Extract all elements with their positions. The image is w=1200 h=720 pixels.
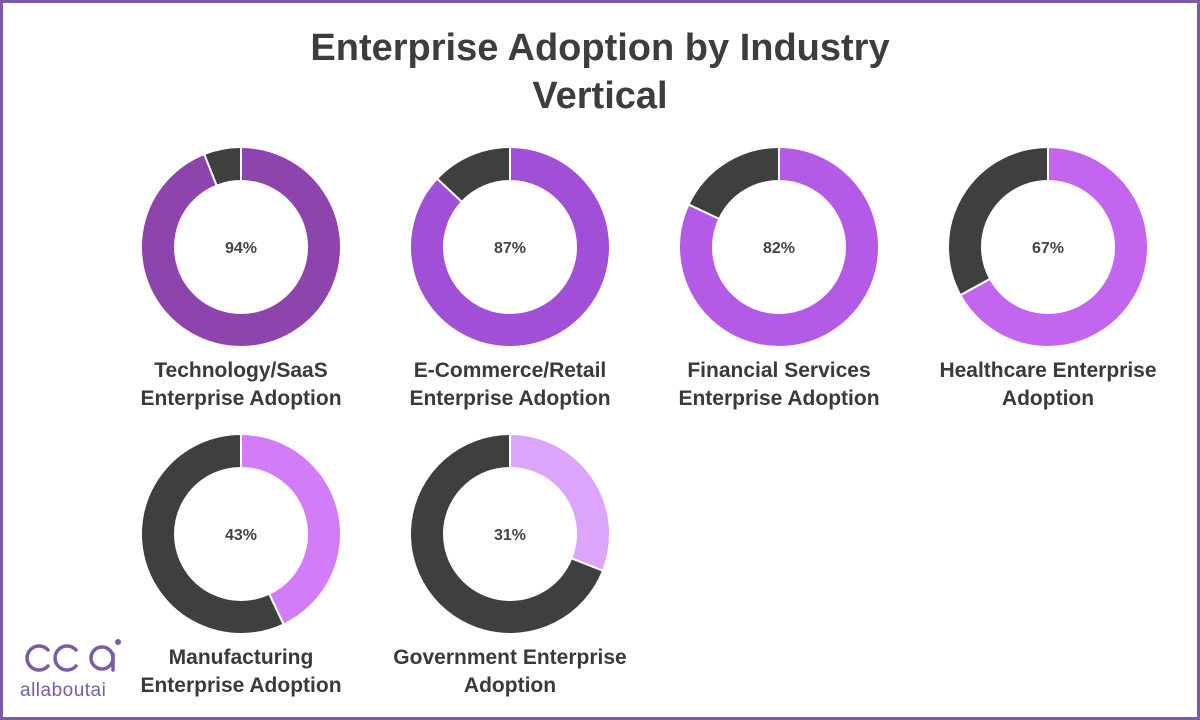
- donut-slice-remainder: [687, 145, 780, 221]
- donut-svg: 31%: [409, 432, 611, 635]
- donut-category-label-line: Enterprise Adoption: [678, 387, 880, 410]
- donut-slice-value: [140, 145, 342, 348]
- donut-category-label-line: Healthcare Enterprise: [939, 359, 1157, 382]
- brand-logo: allaboutai: [18, 630, 128, 710]
- donut-category-label: Financial Services Enterprise Adoption: [659, 357, 899, 413]
- donut-category-label: Healthcare Enterprise Adoption: [928, 357, 1168, 413]
- donut-svg: 87%: [409, 145, 611, 348]
- chart-title-line-2: Vertical: [532, 75, 668, 117]
- donut-slice-remainder: [947, 145, 1049, 297]
- chart-title-line-1: Enterprise Adoption by Industry: [310, 27, 890, 69]
- donut-category-label-line: E-Commerce/Retail: [413, 359, 607, 382]
- donut-value-label: 82%: [763, 240, 795, 257]
- donut-value-label: 94%: [225, 240, 257, 257]
- donut-slice-value: [959, 145, 1149, 348]
- donut-chart: 43% Manufacturing Enterprise Adoption: [121, 430, 361, 700]
- donut-value-label: 67%: [1032, 240, 1064, 257]
- donut-chart: 87% E-Commerce/Retail Enterprise Adoption: [390, 143, 630, 413]
- donut-svg: 67%: [947, 145, 1149, 348]
- donut-category-label-line: Enterprise Adoption: [140, 674, 342, 697]
- donut-category-label-line: Manufacturing: [168, 646, 314, 669]
- donut-chart: 82% Financial Services Enterprise Adoption: [659, 143, 899, 413]
- donut-chart: 67% Healthcare Enterprise Adoption: [928, 143, 1168, 413]
- logo-mark-icon: [25, 639, 121, 672]
- donut-value-label: 31%: [494, 527, 526, 544]
- donut-category-label: Government Enterprise Adoption: [390, 644, 630, 700]
- donut-slice-remainder: [435, 145, 511, 204]
- donut-category-label: E-Commerce/Retail Enterprise Adoption: [390, 357, 630, 413]
- logo-wordmark: allaboutai: [20, 680, 107, 701]
- donut-slice-remainder: [202, 145, 242, 187]
- chart-title: Enterprise Adoption by Industry Vertical: [0, 24, 1200, 120]
- donut-category-label-line: Enterprise Adoption: [140, 387, 342, 410]
- donut-svg: 82%: [678, 145, 880, 348]
- donut-slice-remainder: [409, 432, 605, 635]
- donut-slice-value: [409, 145, 611, 348]
- donut-value-label: 87%: [494, 240, 526, 257]
- donut-category-label-line: Adoption: [463, 674, 557, 697]
- donut-value-label: 43%: [225, 527, 257, 544]
- donut-category-label: Technology/SaaS Enterprise Adoption: [121, 357, 361, 413]
- donut-category-label: Manufacturing Enterprise Adoption: [121, 644, 361, 700]
- donut-category-label-line: Technology/SaaS: [154, 359, 328, 382]
- donut-category-label-line: Enterprise Adoption: [409, 387, 611, 410]
- donut-category-label-line: Adoption: [1001, 387, 1095, 410]
- donut-chart: 31% Government Enterprise Adoption: [390, 430, 630, 700]
- donut-category-label-line: Government Enterprise: [393, 646, 627, 669]
- donut-slice-remainder: [140, 432, 285, 635]
- donut-slice-value: [240, 432, 342, 626]
- donut-svg: 43%: [140, 432, 342, 635]
- donut-svg: 94%: [140, 145, 342, 348]
- donut-slice-value: [509, 432, 611, 573]
- donut-category-label-line: Financial Services: [687, 359, 871, 382]
- donut-chart: 94% Technology/SaaS Enterprise Adoption: [121, 143, 361, 413]
- donut-slice-value: [678, 145, 880, 348]
